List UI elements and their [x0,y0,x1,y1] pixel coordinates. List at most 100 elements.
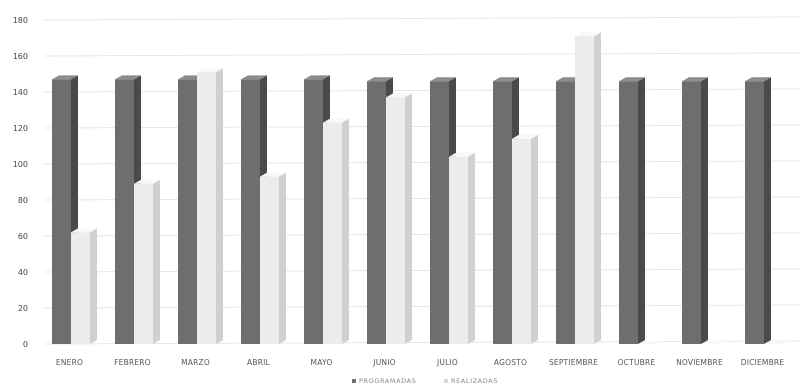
bar-top [304,75,330,80]
bar-top [197,68,223,73]
bar-top [71,228,97,233]
bar-front [52,79,71,345]
gridline [43,88,801,93]
bar-side [468,152,475,344]
bar-front [745,81,764,344]
bar-front [260,176,279,344]
bar-side [279,172,286,344]
bar-programadas-octubre [619,77,645,344]
bar-front [682,81,701,344]
bar-realizadas-septiembre [575,32,601,344]
gridline [43,196,801,201]
bar-front [241,79,260,345]
bar-front [304,79,323,345]
gridline [43,52,801,57]
bar-top [386,93,412,98]
x-category-label: MAYO [311,358,333,367]
x-category-label: JUNIO [372,358,395,367]
bar-front [178,79,197,345]
bar-top [682,77,708,82]
bar-top [115,75,141,80]
legend-swatch [444,379,448,383]
bar-realizadas-julio [449,152,475,344]
y-tick-label: 140 [13,88,28,97]
bars [52,32,790,345]
bar-side [216,68,223,344]
bar-side [638,77,645,344]
bar-realizadas-abril [260,172,286,344]
legend-label: PROGRAMADAS [359,377,416,385]
gridline [43,232,801,237]
bar-side [90,228,97,344]
gridline [43,268,801,273]
bar-top [323,118,349,123]
bar-top [430,77,456,82]
y-tick-label: 20 [18,304,28,313]
legend-label: REALIZADAS [451,377,498,385]
bar-realizadas-junio [386,93,412,345]
x-category-label: OCTUBRE [618,358,656,367]
bar-top [764,341,790,344]
x-category-label: AGOSTO [494,358,527,367]
y-tick-label: 120 [13,124,28,133]
bar-top [701,341,727,344]
bar-front [115,79,134,345]
bar-top [575,32,601,37]
bar-top [493,77,519,82]
bar-top [134,179,160,184]
bar-realizadas-marzo [197,68,223,344]
bar-front [71,232,90,344]
bar-top [241,75,267,80]
bar-front [134,183,153,344]
bar-side [405,93,412,345]
legend: PROGRAMADAS REALIZADAS [352,377,498,385]
bar-realizadas-noviembre [701,341,727,344]
bar-front [575,36,594,344]
bar-front [430,81,449,344]
bar-top [745,77,771,82]
bar-side [153,179,160,344]
y-tick-label: 180 [13,16,28,25]
y-tick-label: 80 [18,196,28,205]
bar-top [260,172,286,177]
bar-front [556,81,575,344]
bar-realizadas-mayo [323,118,349,344]
gridline [43,16,801,21]
x-category-label: DICIEMBRE [741,358,785,367]
bar-realizadas-octubre [638,341,664,344]
bar-top [367,77,393,82]
bar-front [323,122,342,344]
y-tick-label: 40 [18,268,28,277]
y-tick-label: 160 [13,52,28,61]
bar-top [52,75,78,80]
x-category-label: MARZO [181,358,210,367]
x-category-label: FEBRERO [114,358,151,367]
y-tick-label: 60 [18,232,28,241]
x-category-label: SEPTIEMBRE [549,358,598,367]
bar-top [638,341,664,344]
y-tick-label: 100 [13,160,28,169]
bar-side [594,32,601,344]
gridline [43,304,801,309]
bar-side [342,118,349,344]
bar-front [619,81,638,344]
gridline [43,340,801,345]
bar-top [619,77,645,82]
y-tick-label: 0 [23,340,28,349]
gridline [43,124,801,129]
bar-front [512,138,531,344]
gridlines [43,16,801,345]
bar-front [367,81,386,344]
bar-front [493,81,512,344]
bar-front [449,156,468,344]
bar-realizadas-febrero [134,179,160,344]
bar-realizadas-diciembre [764,341,790,344]
bar-programadas-diciembre [745,77,771,344]
gridline [43,160,801,165]
y-axis-ticks: 0 20 40 60 80 100 120 140 160 180 [13,16,28,349]
bar-realizadas-agosto [512,134,538,344]
x-category-label: ENERO [56,358,83,367]
bar-programadas-noviembre [682,77,708,344]
bar-top [449,152,475,157]
